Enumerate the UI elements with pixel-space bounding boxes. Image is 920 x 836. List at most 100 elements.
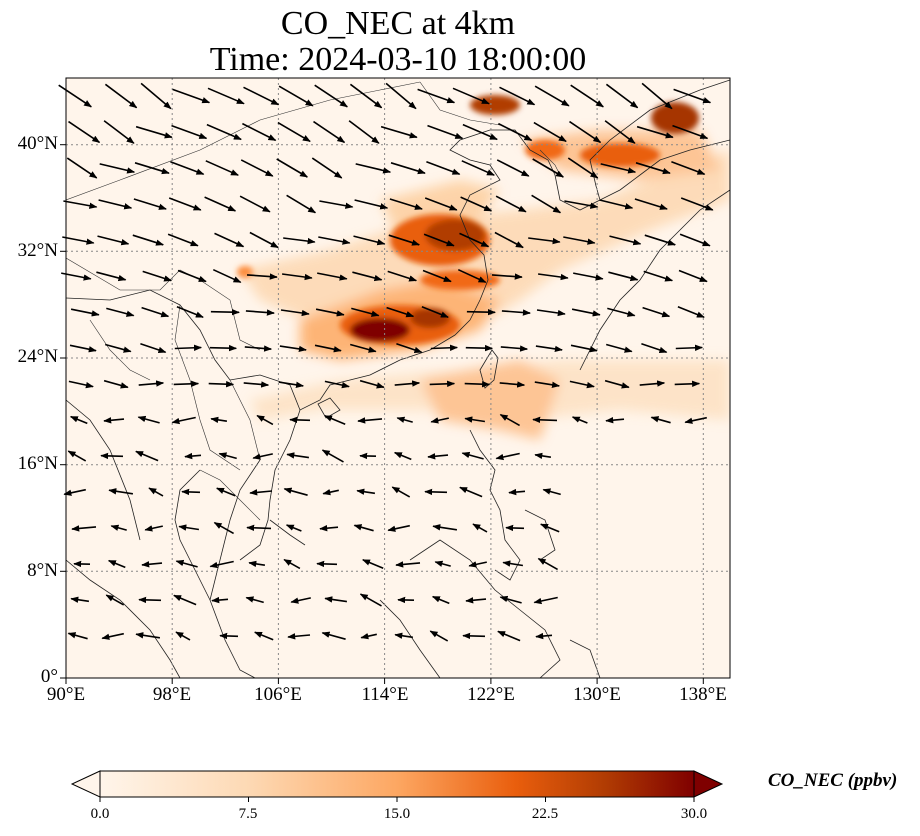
wind-arrow — [216, 487, 236, 497]
wind-arrow — [140, 343, 167, 353]
wind-arrow — [499, 413, 520, 427]
colorbar-tick-label: 7.5 — [238, 806, 258, 822]
wind-arrow — [311, 157, 343, 179]
wind-arrow — [213, 521, 234, 535]
wind-arrow — [353, 235, 386, 246]
wind-arrow — [466, 308, 496, 316]
wind-arrow — [359, 593, 382, 607]
wind-arrow — [532, 158, 564, 178]
wind-arrow — [570, 84, 604, 108]
wind-arrow — [354, 199, 389, 210]
wind-arrow — [671, 161, 706, 175]
wind-arrow — [432, 524, 458, 531]
lon-tick-label: 138°E — [679, 684, 727, 705]
wind-arrow — [103, 120, 135, 144]
wind-arrow — [352, 271, 383, 282]
wind-arrow — [570, 344, 598, 353]
wind-arrow — [502, 560, 524, 567]
wind-arrow — [356, 488, 376, 495]
wind-arrow — [134, 162, 170, 175]
wind-arrow — [650, 416, 671, 424]
wind-arrow — [208, 380, 235, 388]
wind-arrow — [396, 416, 413, 423]
wind-arrow — [141, 306, 170, 318]
wind-arrow — [209, 344, 237, 352]
wind-arrow — [508, 488, 526, 496]
wind-arrow — [316, 560, 338, 568]
wind-arrow — [313, 120, 346, 144]
wind-arrow — [644, 234, 676, 246]
wind-arrow — [322, 489, 339, 496]
wind-arrow — [680, 197, 714, 211]
wind-arrow — [137, 415, 160, 424]
wind-arrow — [175, 559, 198, 568]
wind-arrow — [634, 198, 668, 210]
wind-arrow — [178, 524, 200, 531]
wind-arrow — [132, 234, 164, 246]
wind-arrow — [105, 594, 125, 606]
wind-arrow — [99, 163, 136, 174]
wind-arrow — [380, 125, 418, 139]
wind-arrow — [246, 273, 278, 280]
wind-arrow — [528, 237, 561, 245]
wind-arrow — [351, 307, 380, 317]
map-frame — [65, 77, 731, 679]
wind-arrow — [461, 451, 484, 460]
wind-arrow — [214, 232, 245, 248]
wind-arrow — [171, 416, 196, 425]
wind-arrow — [167, 233, 199, 247]
wind-arrow — [673, 88, 712, 104]
wind-arrow — [396, 343, 423, 353]
lat-tick-label: 8°N — [27, 560, 58, 581]
wind-arrow — [321, 449, 344, 463]
wind-arrow — [569, 120, 602, 144]
wind-arrow — [457, 268, 487, 284]
wind-arrow — [497, 630, 521, 642]
wind-arrow — [206, 123, 242, 141]
wind-arrow — [68, 380, 94, 389]
wind-arrow — [465, 597, 487, 604]
wind-arrow — [135, 125, 173, 139]
wind-arrow — [280, 309, 310, 317]
wind-arrow — [219, 632, 239, 640]
wind-arrow — [256, 414, 274, 426]
wind-arrow — [599, 199, 634, 210]
wind-arrow — [609, 235, 642, 246]
colorbar — [70, 770, 724, 802]
wind-arrow — [357, 417, 383, 424]
wind-arrow — [430, 344, 458, 351]
wind-arrow — [533, 121, 567, 143]
wind-arrow — [386, 306, 415, 318]
lon-tick-label: 114°E — [361, 684, 409, 705]
wind-arrow — [133, 198, 167, 210]
wind-arrow — [211, 596, 229, 604]
wind-arrow — [536, 309, 566, 317]
wind-arrow — [138, 380, 165, 387]
wind-arrow — [532, 416, 558, 424]
wind-arrow — [70, 596, 90, 603]
wind-arrow — [642, 306, 671, 318]
wind-arrow — [605, 343, 633, 353]
wind-arrow — [429, 630, 449, 642]
map-title-line2: Time: 2024-03-10 18:00:00 — [209, 41, 587, 78]
wind-arrow — [242, 122, 277, 142]
wind-arrow — [71, 525, 97, 532]
wind-arrow — [461, 160, 495, 176]
wind-arrow — [184, 452, 202, 460]
colorbar-tick-label: 15.0 — [383, 806, 411, 822]
wind-arrow — [168, 197, 202, 211]
wind-arrow — [355, 163, 392, 174]
wind-arrow — [417, 88, 456, 104]
wind-arrow — [387, 524, 410, 532]
wind-arrow — [319, 524, 339, 532]
wind-arrow — [246, 524, 272, 532]
colorbar-tick-label: 22.5 — [531, 806, 559, 822]
wind-arrow — [283, 487, 308, 496]
wind-arrow — [684, 416, 707, 424]
wind-arrow — [472, 523, 488, 533]
wind-arrow — [181, 488, 201, 496]
wind-arrow — [569, 380, 595, 389]
wind-arrow — [535, 632, 553, 640]
wind-arrow — [643, 270, 674, 282]
